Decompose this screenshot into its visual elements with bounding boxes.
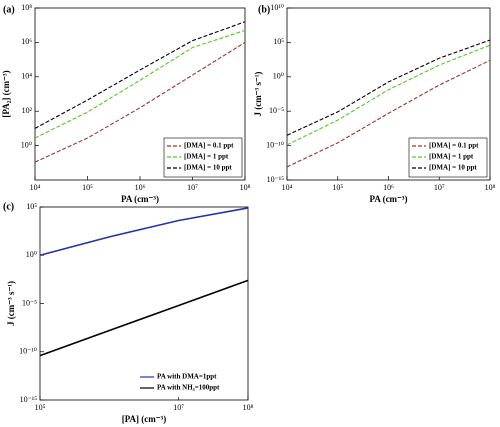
x-tick-label: 10⁴: [282, 183, 293, 192]
series-line: [34, 21, 246, 129]
panel-label: (a): [3, 4, 15, 15]
legend-label: PA with NH₃=100ppt: [157, 384, 220, 392]
x-axis-label: PA (cm⁻³): [369, 194, 407, 204]
legend-label: [DMA] = 10 ppt: [184, 164, 232, 172]
x-tick-label: 10⁵: [35, 403, 46, 412]
y-tick-label: 10¹⁰: [270, 3, 284, 12]
panel-label: (c): [3, 201, 14, 212]
y-tick-label: 10⁵: [273, 37, 284, 46]
x-tick-label: 10⁷: [187, 183, 198, 192]
x-axis-label: [PA] (cm⁻³): [122, 414, 167, 424]
legend-label: [DMA] = 0.1 ppt: [429, 142, 479, 150]
panel-label: (b): [258, 4, 270, 15]
x-tick-label: 10⁸: [485, 183, 496, 192]
series-line: [34, 41, 246, 163]
y-axis-label: J (cm⁻³ s⁻¹): [253, 72, 263, 117]
y-tick-label: 10²: [22, 106, 33, 115]
series-line: [39, 207, 249, 257]
y-tick-label: 10⁵: [26, 202, 37, 211]
series-line: [34, 29, 246, 139]
series-line: [286, 44, 491, 146]
x-tick-label: 10⁶: [383, 183, 394, 192]
x-tick-label: 10⁸: [243, 403, 254, 412]
legend-frame: [137, 369, 245, 397]
y-tick-label: 10⁰: [26, 250, 37, 259]
y-axis-label: [PA₂] (cm⁻³): [1, 70, 11, 117]
x-tick-label: 10⁴: [30, 183, 41, 192]
legend-label: PA with DMA=1ppt: [157, 373, 217, 381]
y-tick-label: 10⁻⁵: [269, 106, 284, 115]
x-tick-label: 10⁷: [173, 403, 184, 412]
y-tick-label: 10⁸: [21, 3, 32, 12]
y-tick-label: 10⁻¹⁰: [266, 140, 284, 149]
series-line: [286, 39, 491, 136]
x-tick-label: 10⁸: [240, 183, 251, 192]
y-tick-label: 10⁻¹⁰: [19, 347, 37, 356]
x-tick-label: 10⁶: [135, 183, 146, 192]
y-tick-label: 10⁻¹⁵: [267, 175, 285, 184]
y-tick-label: 10⁶: [21, 37, 32, 46]
y-tick-label: 10⁰: [21, 140, 32, 149]
legend-label: [DMA] = 1 ppt: [429, 153, 474, 161]
y-tick-label: 10⁻¹⁵: [20, 395, 38, 404]
legend-label: [DMA] = 1 ppt: [184, 153, 229, 161]
x-axis-label: PA (cm⁻³): [121, 194, 159, 204]
y-tick-label: 10⁴: [21, 72, 32, 81]
series-line: [39, 279, 249, 357]
x-tick-label: 10⁵: [332, 183, 343, 192]
y-axis-label: J (cm⁻³ s⁻¹): [6, 281, 16, 326]
legend-label: [DMA] = 0.1 ppt: [184, 142, 234, 150]
y-tick-label: 10⁻⁵: [22, 298, 37, 307]
series-line: [286, 59, 491, 168]
legend-label: [DMA] = 10 ppt: [429, 164, 477, 172]
x-tick-label: 10⁵: [82, 183, 93, 192]
x-tick-label: 10⁷: [434, 183, 445, 192]
y-tick-label: 10⁰: [273, 72, 284, 81]
